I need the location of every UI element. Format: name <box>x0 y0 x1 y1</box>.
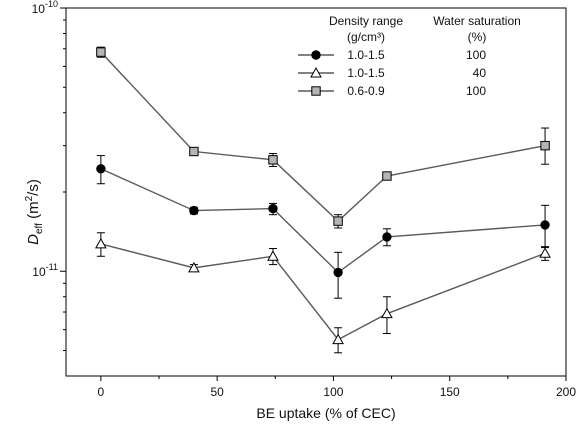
legend: Density range (g/cm³) Water saturation (… <box>298 14 521 98</box>
x-tick-label: 0 <box>98 385 105 399</box>
series-line <box>100 243 546 341</box>
y-tick-label-base: 10 <box>32 2 46 16</box>
data-point <box>95 237 107 249</box>
data-point <box>381 307 393 319</box>
data-point <box>188 261 200 273</box>
legend-saturation: 100 <box>466 48 486 62</box>
data-point <box>539 247 551 258</box>
plot-frame <box>65 7 567 377</box>
data-point <box>268 155 278 165</box>
series-line <box>100 168 546 274</box>
x-tick-label: 50 <box>210 385 224 399</box>
y-axis-label: Deff (m2/s) <box>24 179 45 245</box>
series-square-gray <box>96 46 550 229</box>
legend-marker <box>311 86 321 96</box>
x-tick-label: 200 <box>556 385 576 399</box>
legend-saturation: 40 <box>473 66 487 80</box>
legend-header-saturation: Water saturation <box>433 14 521 28</box>
legend-density: 1.0-1.5 <box>347 48 385 62</box>
y-axis-label-symbol: D <box>25 234 42 245</box>
data-point <box>267 250 279 261</box>
data-point <box>189 146 199 157</box>
legend-saturation: 100 <box>466 84 486 98</box>
legend-marker <box>311 50 321 60</box>
plot-area <box>65 7 567 377</box>
y-tick-label: 10-10 <box>32 0 58 16</box>
x-tick-label: 100 <box>323 385 343 399</box>
data-point <box>96 47 106 57</box>
data-point <box>333 216 343 226</box>
data-point <box>540 140 550 151</box>
data-point <box>333 267 343 278</box>
series-circle-filled <box>96 155 550 299</box>
legend-header-density-unit: (g/cm³) <box>347 30 385 44</box>
data-point <box>540 220 550 230</box>
y-axis-label-superscript: 2 <box>24 195 35 201</box>
x-axis-label: BE uptake (% of CEC) <box>256 405 395 421</box>
series-line <box>100 51 546 223</box>
data-point <box>268 203 278 214</box>
y-tick-label-exponent: -10 <box>45 0 58 9</box>
legend-marker <box>310 66 322 78</box>
legend-density: 0.6-0.9 <box>347 84 385 98</box>
y-axis-label-unit: (m <box>25 201 42 223</box>
y-axis-label-end: /s) <box>25 179 42 196</box>
legend-header-density: Density range <box>329 14 403 28</box>
data-point <box>332 333 344 345</box>
data-point <box>382 232 392 242</box>
data-point <box>189 205 199 216</box>
data-point <box>382 171 392 181</box>
legend-density: 1.0-1.5 <box>347 66 385 80</box>
x-tick-label: 150 <box>440 385 460 399</box>
data-point <box>96 164 106 174</box>
x-axis: 0 50 100 150 200 <box>98 376 576 399</box>
series-triangle-open <box>95 232 551 354</box>
series-layer <box>95 46 551 354</box>
y-tick-label-base: 10 <box>32 265 46 279</box>
y-tick-label: 10-11 <box>32 262 58 279</box>
legend-header-saturation-unit: (%) <box>468 30 487 44</box>
y-axis-label-subscript: eff <box>34 223 45 234</box>
y-tick-label-exponent: -11 <box>46 262 58 272</box>
